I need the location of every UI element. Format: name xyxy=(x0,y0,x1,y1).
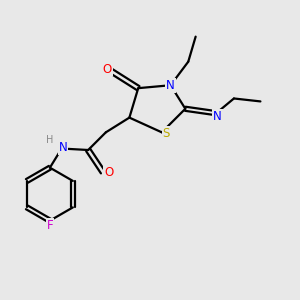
Text: F: F xyxy=(46,219,53,232)
Text: O: O xyxy=(103,62,112,76)
Text: O: O xyxy=(104,166,113,178)
Text: N: N xyxy=(166,79,175,92)
Text: N: N xyxy=(59,141,68,154)
Text: S: S xyxy=(163,127,170,140)
Text: H: H xyxy=(46,135,54,145)
Text: N: N xyxy=(213,110,222,123)
